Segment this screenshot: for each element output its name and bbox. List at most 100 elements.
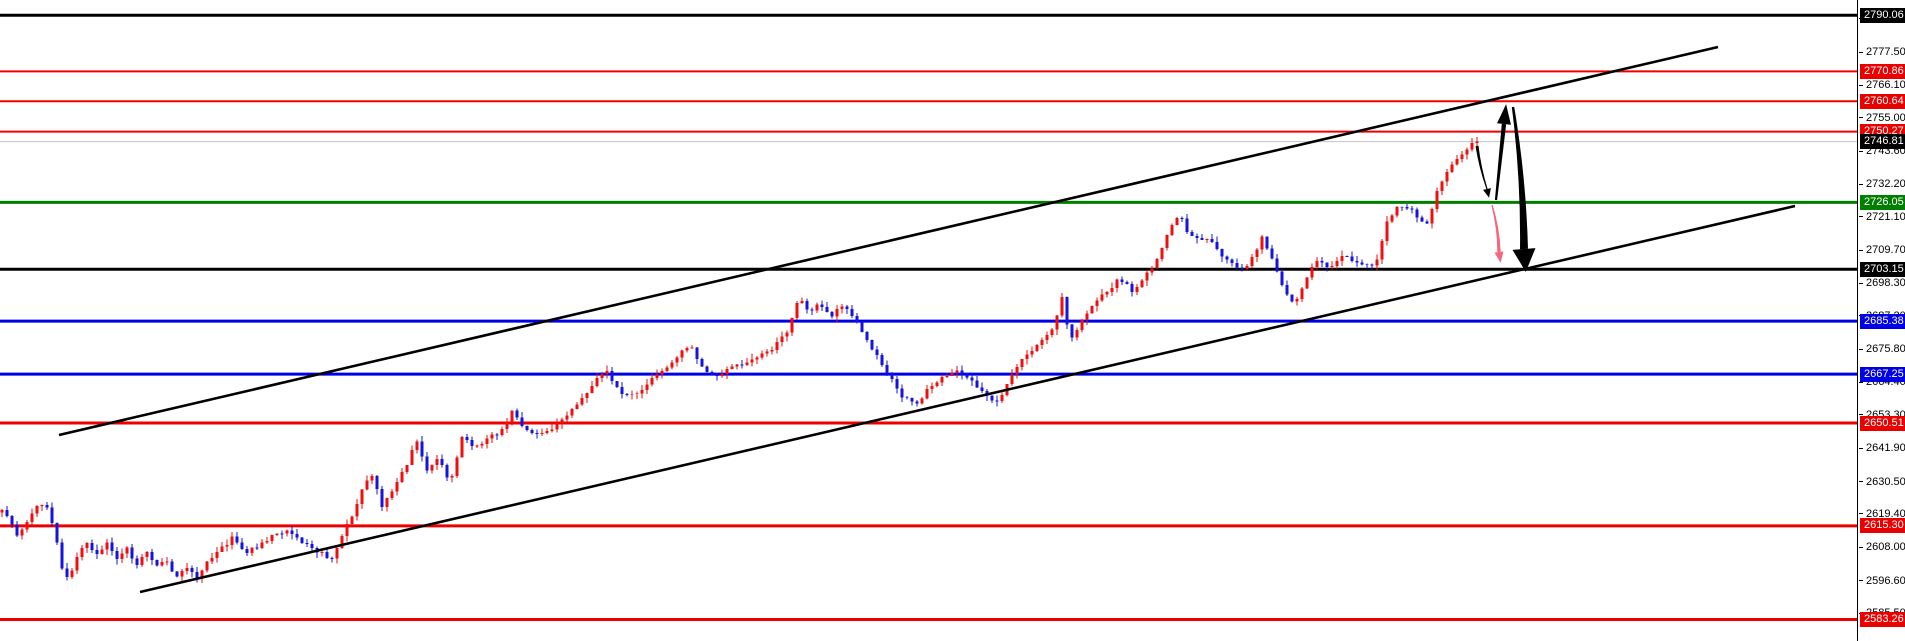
candle-body bbox=[420, 441, 424, 457]
candle-body bbox=[995, 400, 999, 402]
candle-body bbox=[60, 542, 64, 569]
candle-body bbox=[1335, 260, 1339, 266]
candle-body bbox=[360, 489, 364, 505]
candle-body bbox=[540, 432, 544, 434]
projection-arrow-down-thick[interactable] bbox=[1511, 106, 1536, 272]
candle-body bbox=[5, 509, 9, 516]
projection-arrow-up-thick-shaft bbox=[1494, 123, 1507, 201]
pullback-arrow-thin-black[interactable] bbox=[1475, 145, 1491, 198]
candle-body bbox=[615, 381, 619, 388]
candle-body bbox=[490, 434, 494, 439]
candle-body bbox=[530, 429, 534, 433]
candle-body bbox=[405, 464, 409, 473]
candle-body bbox=[1145, 272, 1149, 281]
projection-arrow-pink[interactable] bbox=[1491, 204, 1504, 263]
candle-body bbox=[385, 497, 389, 508]
candle-body bbox=[590, 385, 594, 394]
candle-body bbox=[1285, 284, 1289, 295]
candle-body bbox=[780, 336, 784, 343]
candle-body bbox=[815, 304, 819, 311]
candle-body bbox=[1175, 217, 1179, 225]
candle-body bbox=[650, 378, 654, 385]
candle-body bbox=[145, 551, 149, 557]
candle-body bbox=[1460, 154, 1464, 160]
candle-body bbox=[130, 547, 134, 559]
candle-body bbox=[200, 570, 204, 578]
price-tick-label: 2619.40 bbox=[1866, 507, 1905, 520]
price-axis[interactable]: 2788.902777.502766.102755.002743.602732.… bbox=[1857, 0, 1905, 641]
candle-body bbox=[635, 393, 639, 395]
level-price-badge: 2583.26 bbox=[1860, 612, 1905, 628]
candle-body bbox=[1225, 256, 1229, 260]
candle-body bbox=[645, 384, 649, 391]
candle-body bbox=[10, 515, 14, 525]
candle-body bbox=[80, 547, 84, 558]
candle-body bbox=[1415, 209, 1419, 218]
candle-body bbox=[285, 530, 289, 534]
candle-body bbox=[170, 561, 174, 572]
candle-body bbox=[435, 458, 439, 465]
chart-canvas[interactable] bbox=[0, 0, 1857, 641]
level-price-badge: 2790.06 bbox=[1860, 7, 1905, 23]
candle-body bbox=[500, 428, 504, 436]
candle-body bbox=[30, 513, 34, 523]
candle-body bbox=[1070, 324, 1074, 338]
candle-body bbox=[350, 516, 354, 525]
candle-body bbox=[325, 551, 329, 559]
level-price-badge: 2615.30 bbox=[1860, 518, 1905, 534]
candle-body bbox=[225, 544, 229, 547]
candle-body bbox=[1325, 262, 1329, 267]
level-price-badge: 2703.15 bbox=[1860, 261, 1905, 277]
candle-body bbox=[195, 572, 199, 578]
candle-body bbox=[510, 410, 514, 423]
candle-body bbox=[55, 522, 59, 543]
candle-body bbox=[275, 533, 279, 536]
candle-body bbox=[825, 306, 829, 313]
price-tick-mark bbox=[1859, 513, 1863, 515]
candle-body bbox=[1425, 221, 1429, 224]
candle-body bbox=[20, 529, 24, 536]
candle-body bbox=[485, 438, 489, 445]
candle-body bbox=[1150, 268, 1154, 273]
candle-body bbox=[1095, 300, 1099, 307]
candle-body bbox=[1280, 271, 1284, 285]
candle-body bbox=[705, 366, 709, 373]
candle-body bbox=[445, 464, 449, 478]
candle-body bbox=[105, 542, 109, 550]
candle-body bbox=[695, 347, 699, 359]
candle-body bbox=[185, 567, 189, 571]
candle-body bbox=[1140, 280, 1144, 288]
candle-body bbox=[110, 542, 114, 551]
candle-body bbox=[230, 536, 234, 545]
candle-body bbox=[1340, 255, 1344, 261]
candle-body bbox=[280, 533, 284, 535]
candle-body bbox=[855, 316, 859, 323]
candle-body bbox=[805, 300, 809, 310]
channel-lower-trendline[interactable] bbox=[139, 204, 1796, 594]
candle-body bbox=[710, 372, 714, 375]
candle-body bbox=[75, 557, 79, 571]
candle-body bbox=[175, 571, 179, 577]
candle-body bbox=[1200, 238, 1204, 241]
candle-body bbox=[180, 570, 184, 577]
current-price-badge: 2746.81 bbox=[1860, 134, 1905, 150]
candle-body bbox=[1210, 239, 1214, 243]
candle-body bbox=[1165, 234, 1169, 248]
projection-arrow-up-thick[interactable] bbox=[1494, 104, 1511, 201]
candle-body bbox=[1060, 297, 1064, 316]
candle-body bbox=[770, 349, 774, 352]
candle-body bbox=[355, 504, 359, 517]
candle-body bbox=[970, 377, 974, 381]
candle-body bbox=[820, 304, 824, 307]
candle-body bbox=[605, 370, 609, 375]
price-tick-mark bbox=[1859, 51, 1863, 53]
level-price-badge: 2650.51 bbox=[1860, 415, 1905, 431]
candle-body bbox=[1230, 259, 1234, 263]
candle-body bbox=[800, 300, 804, 304]
candle-body bbox=[920, 398, 924, 404]
price-tick-mark bbox=[1859, 481, 1863, 483]
channel-upper-trendline[interactable] bbox=[58, 45, 1719, 437]
candle-body bbox=[935, 382, 939, 387]
candle-body bbox=[750, 359, 754, 363]
